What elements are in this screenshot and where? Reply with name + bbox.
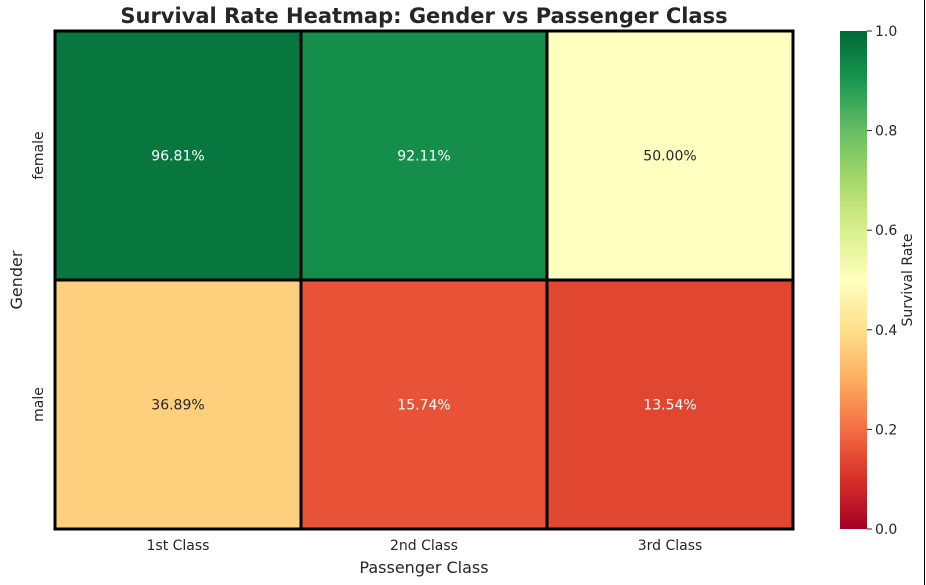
heatmap-cell-female-2nd-class (299, 29, 549, 282)
colorbar-tick-label: 0.8 (875, 124, 897, 140)
heatmap-cells (53, 29, 795, 531)
colorbar-tick-label: 1.0 (875, 24, 897, 40)
cell-value-label: 15.74% (397, 398, 450, 414)
heatmap-cell-female-3rd-class (545, 29, 795, 282)
heatmap-cell-labels: 96.81% 92.11% 50.00% 36.89% 15.74% 13.54% (151, 149, 696, 414)
y-axis-label: Gender (7, 250, 26, 309)
colorbar-ticks: 0.0 0.2 0.4 0.6 0.8 1.0 (867, 24, 897, 538)
cell-value-label: 36.89% (151, 398, 204, 414)
heatmap-cell-male-2nd-class (299, 278, 549, 531)
y-axis-ticks: female male (31, 131, 47, 422)
colorbar-tick-label: 0.4 (875, 323, 897, 339)
page-edge-line (924, 0, 925, 585)
cell-value-label: 92.11% (397, 149, 450, 165)
cell-value-label: 96.81% (151, 149, 204, 165)
heatmap-cell-female-1st-class (53, 29, 303, 282)
colorbar-tick-label: 0.0 (875, 522, 897, 538)
y-tick-label: female (31, 131, 47, 179)
heatmap-cell-male-3rd-class (545, 278, 795, 531)
chart-title: Survival Rate Heatmap: Gender vs Passeng… (120, 4, 727, 28)
x-tick-label: 2nd Class (390, 538, 458, 554)
y-tick-label: male (31, 387, 47, 422)
colorbar-tick-label: 0.2 (875, 422, 897, 438)
colorbar-tick-label: 0.6 (875, 223, 897, 239)
cell-value-label: 13.54% (643, 398, 696, 414)
cell-value-label: 50.00% (643, 149, 696, 165)
x-tick-label: 1st Class (147, 538, 210, 554)
colorbar-label: Survival Rate (900, 234, 916, 327)
x-axis-label: Passenger Class (359, 558, 488, 577)
x-tick-label: 3rd Class (638, 538, 703, 554)
colorbar (840, 31, 867, 529)
heatmap-cell-male-1st-class (53, 278, 303, 531)
x-axis-ticks: 1st Class 2nd Class 3rd Class (147, 538, 703, 554)
